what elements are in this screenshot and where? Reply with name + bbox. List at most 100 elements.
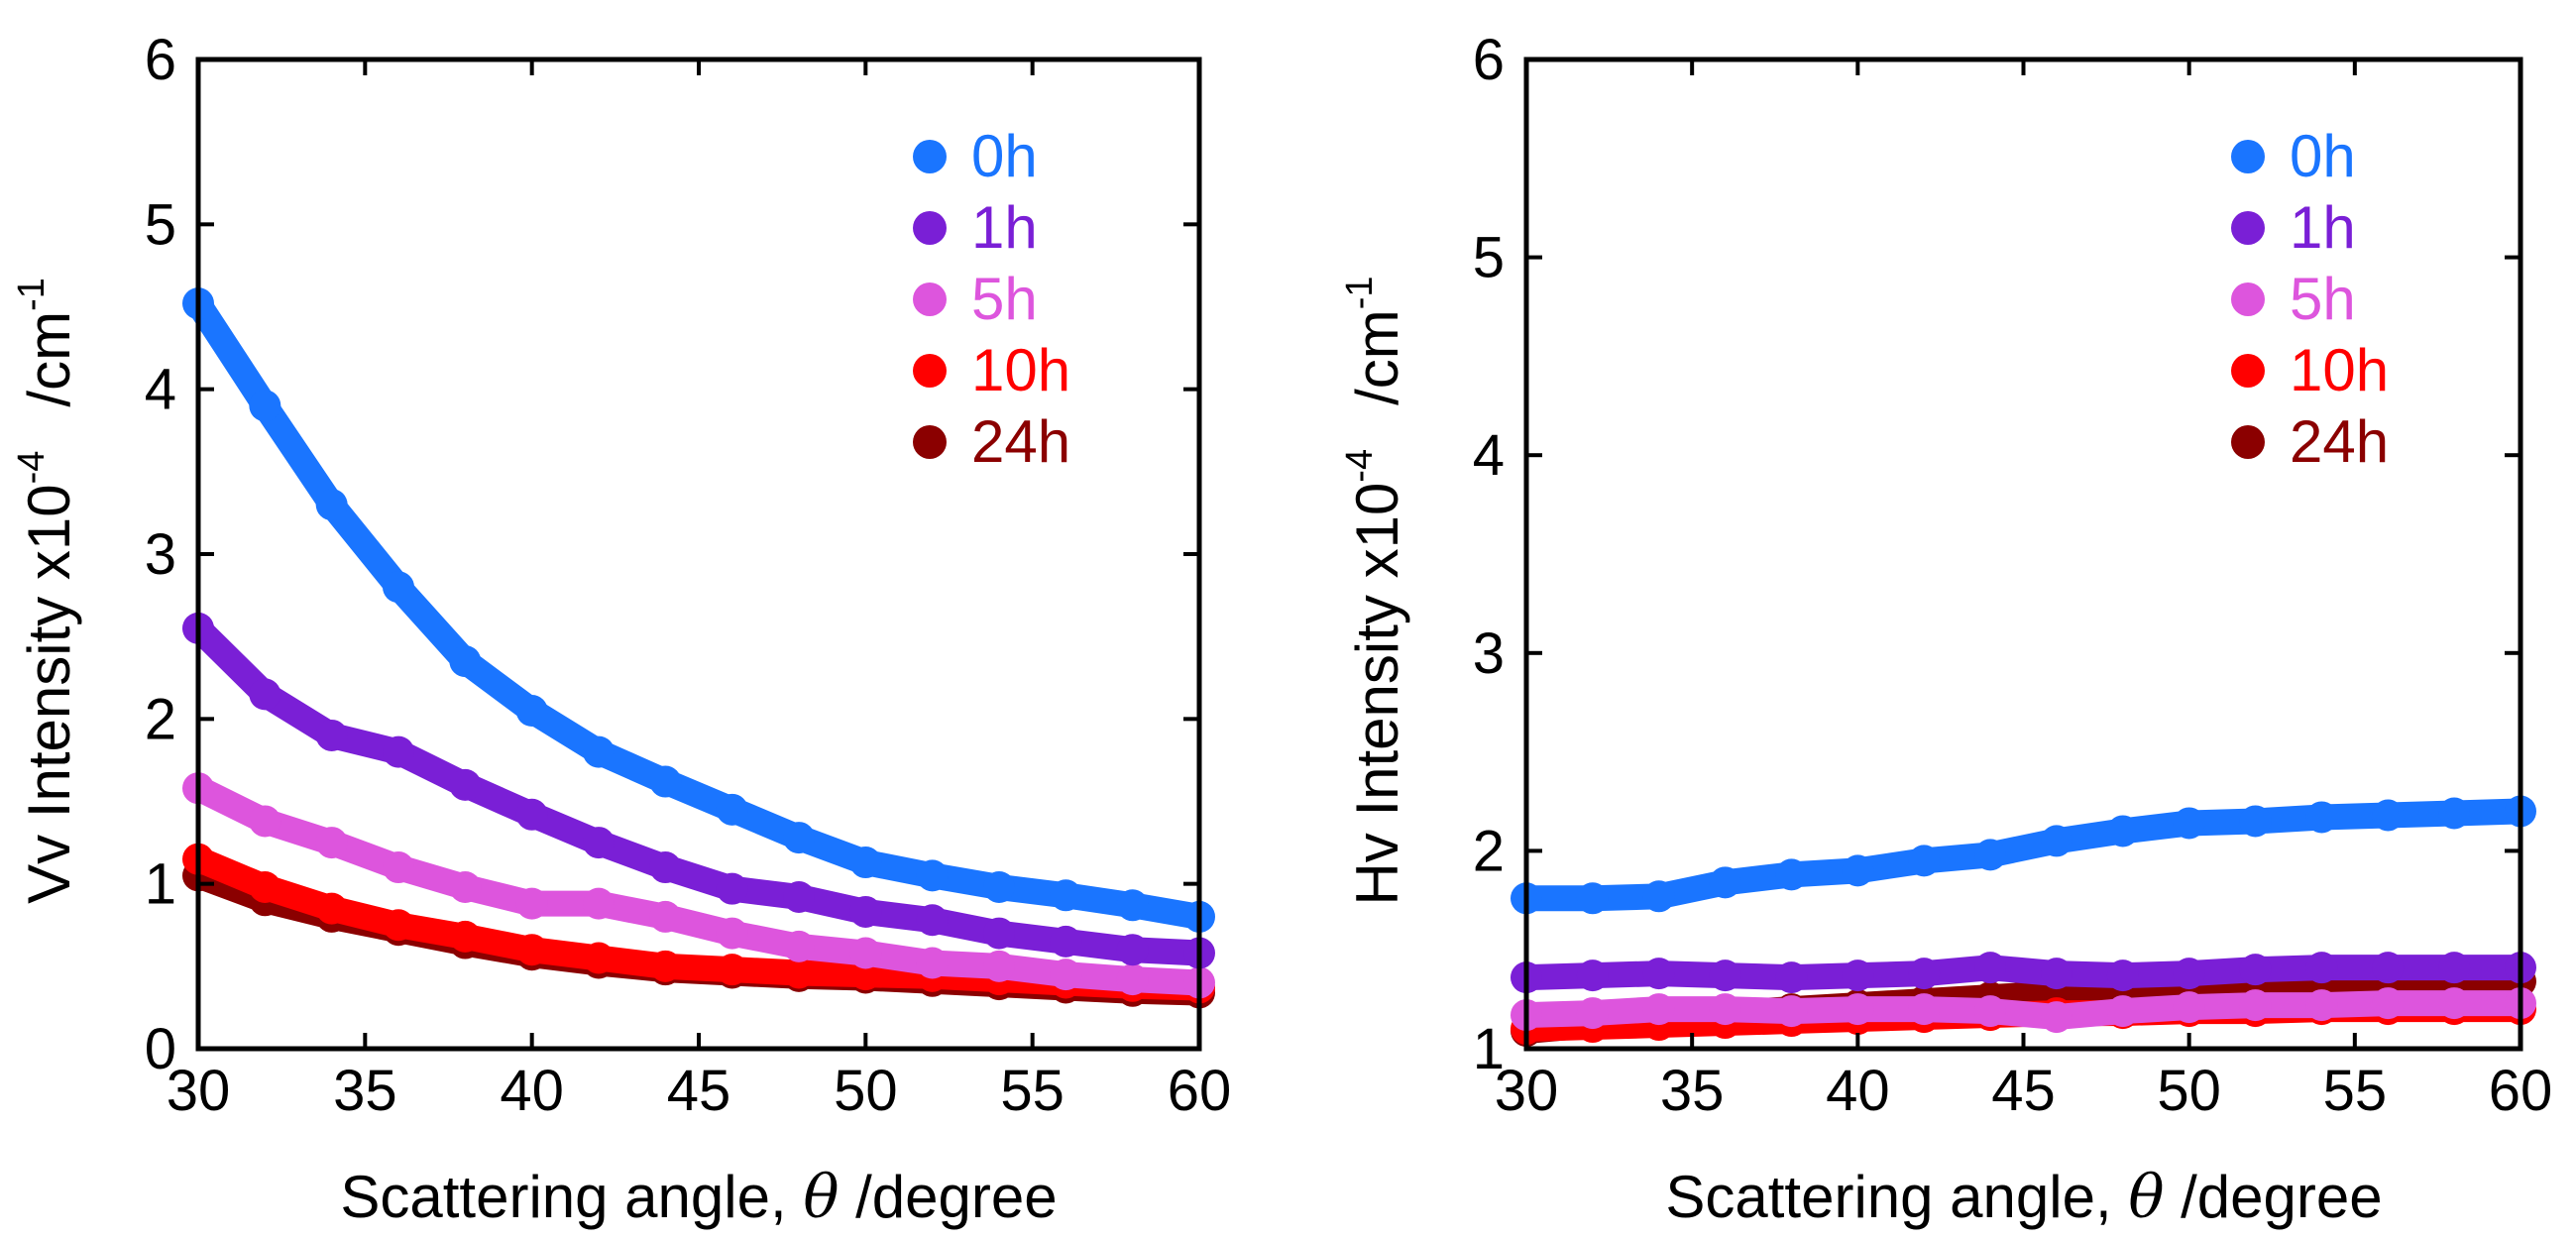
hv-data-point-1h xyxy=(1908,958,1941,990)
hv-data-point-1h xyxy=(2305,952,2338,984)
vv-y-tick-label: 4 xyxy=(145,358,176,422)
hv-legend-marker-5h xyxy=(2231,282,2265,316)
hv-legend-label-5h: 5h xyxy=(2290,266,2356,332)
hv-legend-label-10h: 10h xyxy=(2290,337,2389,403)
hv-x-axis-title: Scattering angle, θ /degree xyxy=(1665,1163,2382,1232)
vv-data-point-1h xyxy=(1116,934,1149,966)
hv-data-point-0h xyxy=(1908,845,1941,877)
hv-data-point-1h xyxy=(2438,952,2471,984)
hv-y-tick-label: 1 xyxy=(1473,1017,1505,1081)
hv-chart: Hv Intensity x10-4/cm-1 30 35 40 45 50 55 6012… xyxy=(1339,28,2552,1232)
hv-data-point-5h xyxy=(2372,987,2405,1020)
vv-data-point-5h xyxy=(449,870,482,903)
hv-x-tick-label: 55 xyxy=(2323,1059,2388,1123)
hv-legend-label-0h: 0h xyxy=(2290,123,2356,189)
hv-legend-label-24h: 24h xyxy=(2290,408,2389,475)
hv-data-point-0h xyxy=(1709,866,1741,899)
vv-x-tick-label: 45 xyxy=(667,1059,731,1123)
vv-legend-label-10h: 10h xyxy=(971,337,1070,403)
vv-series-line-1h xyxy=(185,615,1212,966)
vv-data-point-5h xyxy=(1116,963,1149,996)
hv-data-point-0h xyxy=(2106,815,2139,847)
hv-x-tick-label: 60 xyxy=(2489,1059,2553,1123)
vv-data-point-10h xyxy=(315,892,348,925)
vv-data-point-10h xyxy=(583,942,615,974)
hv-data-point-1h xyxy=(2106,959,2139,992)
hv-data-point-5h xyxy=(1576,997,1609,1030)
vv-data-point-10h xyxy=(249,870,281,903)
hv-data-point-0h xyxy=(1642,880,1675,913)
hv-y-tick-label: 4 xyxy=(1473,423,1505,488)
vv-data-point-0h xyxy=(649,765,682,798)
vv-x-tick-label: 50 xyxy=(834,1059,898,1123)
vv-data-point-1h xyxy=(583,827,615,859)
vv-data-point-10h xyxy=(649,950,682,982)
vv-data-point-10h xyxy=(716,954,748,986)
vv-data-point-1h xyxy=(783,880,815,913)
vv-legend-label-5h: 5h xyxy=(971,266,1038,332)
hv-legend-label-1h: 1h xyxy=(2290,194,2356,261)
hv-data-point-1h xyxy=(2239,954,2272,986)
vv-data-point-1h xyxy=(716,872,748,905)
hv-data-point-0h xyxy=(2372,799,2405,832)
vv-legend-marker-5h xyxy=(913,282,947,316)
vv-y-tick-label: 6 xyxy=(145,28,176,92)
vv-data-point-5h xyxy=(315,827,348,859)
hv-legend-marker-10h xyxy=(2231,354,2265,388)
vv-data-point-10h xyxy=(783,957,815,989)
vv-series-line-5h xyxy=(185,775,1212,996)
hv-y-tick-label: 2 xyxy=(1473,819,1505,883)
hv-data-point-5h xyxy=(2305,989,2338,1022)
hv-data-point-5h xyxy=(1974,995,2007,1028)
vv-data-point-10h xyxy=(515,934,548,966)
vv-data-point-5h xyxy=(783,930,815,962)
vv-data-point-5h xyxy=(649,900,682,933)
vv-legend-label-1h: 1h xyxy=(971,194,1038,261)
vv-data-point-0h xyxy=(716,793,748,826)
vv-data-point-1h xyxy=(983,917,1015,950)
hv-data-point-1h xyxy=(2173,958,2205,990)
vv-legend-label-0h: 0h xyxy=(971,123,1038,189)
vv-data-point-5h xyxy=(583,887,615,920)
vv-data-point-1h xyxy=(849,895,882,928)
vv-data-point-1h xyxy=(315,719,348,751)
vv-legend-marker-1h xyxy=(913,211,947,245)
vv-x-tick-label: 30 xyxy=(167,1059,231,1123)
hv-data-point-5h xyxy=(1908,993,1941,1026)
hv-data-point-1h xyxy=(2040,958,2072,990)
vv-x-tick-label: 40 xyxy=(500,1059,564,1123)
vv-series-line-0h xyxy=(185,290,1212,930)
hv-x-tick-label: 40 xyxy=(1826,1059,1890,1123)
vv-data-point-5h xyxy=(716,917,748,950)
vv-data-point-0h xyxy=(315,489,348,521)
vv-plot-area xyxy=(182,287,1215,1009)
vv-data-point-0h xyxy=(449,645,482,678)
hv-data-point-5h xyxy=(2239,989,2272,1022)
vv-data-point-1h xyxy=(1050,925,1082,958)
vv-data-point-5h xyxy=(1050,959,1082,991)
hv-data-point-5h xyxy=(2173,991,2205,1024)
hv-data-point-5h xyxy=(1709,993,1741,1026)
vv-data-point-0h xyxy=(916,859,949,892)
vv-data-point-1h xyxy=(449,768,482,801)
vv-y-tick-label: 1 xyxy=(145,852,176,917)
vv-data-point-0h xyxy=(1116,889,1149,922)
hv-data-point-5h xyxy=(1775,995,1808,1028)
vv-data-point-5h xyxy=(515,887,548,920)
vv-data-point-1h xyxy=(249,678,281,711)
hv-legend-marker-24h xyxy=(2231,425,2265,459)
vv-data-point-0h xyxy=(783,822,815,854)
vv-data-point-10h xyxy=(383,909,414,942)
vv-data-point-1h xyxy=(916,904,949,937)
vv-legend-marker-24h xyxy=(913,425,947,459)
vv-data-point-0h xyxy=(1050,879,1082,912)
vv-data-point-1h xyxy=(649,851,682,884)
hv-data-point-1h xyxy=(2372,952,2405,984)
hv-x-tick-label: 30 xyxy=(1495,1059,1559,1123)
hv-data-point-1h xyxy=(1842,959,1874,992)
